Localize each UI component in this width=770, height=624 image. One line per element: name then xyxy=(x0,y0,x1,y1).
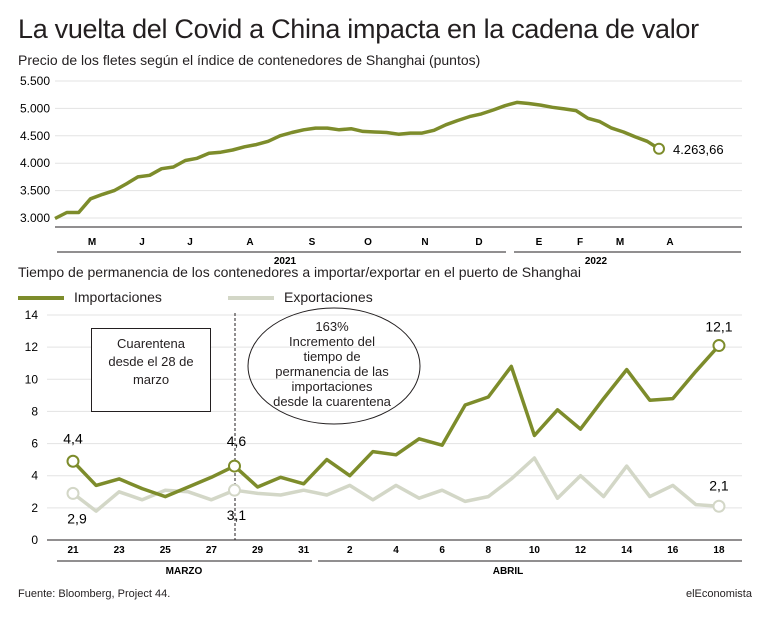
freight-y-tick-label: 4.000 xyxy=(20,156,50,170)
freight-month-label: E xyxy=(536,237,543,248)
increase-note-line-3: tiempo de xyxy=(303,349,361,364)
freight-y-tick-label: 3.000 xyxy=(20,211,50,225)
increase-note-line-4: permanencia de las xyxy=(275,364,389,379)
freight-month-label: D xyxy=(475,237,482,248)
quarantine-note: Cuarentena desde el 28 de marzo xyxy=(91,328,211,412)
dwell-x-tick-label: 2 xyxy=(347,545,353,556)
increase-note-line-2: Incremento del xyxy=(289,334,375,349)
imports-point-marker xyxy=(712,339,726,353)
dwell-y-tick-label: 4 xyxy=(31,469,38,483)
dwell-x-tick-label: 25 xyxy=(160,545,172,556)
point-value-label: 2,1 xyxy=(709,477,729,493)
freight-chart: 5.500 5.000 4.500 4.000 3.500 3.000 M J J A S O N D E F… xyxy=(20,74,742,267)
dwell-y-tick-label: 0 xyxy=(31,533,38,547)
freight-end-label: 4.263,66 xyxy=(673,142,724,157)
freight-month-label: S xyxy=(309,237,316,248)
dwell-x-tick-label: 23 xyxy=(114,545,126,556)
point-value-label: 4,6 xyxy=(227,433,247,449)
freight-month-label: O xyxy=(364,237,372,248)
freight-chart-subtitle: Precio de los fletes según el índice de … xyxy=(18,52,481,68)
year-label-2021: 2021 xyxy=(274,256,297,267)
source-note: Fuente: Bloomberg, Project 44. xyxy=(18,588,171,600)
brand-logo-text: elEconomista xyxy=(685,588,752,600)
dwell-x-tick-label: 21 xyxy=(67,545,79,556)
increase-note-line-6: desde la cuarentena xyxy=(273,394,391,409)
dwell-x-tick-label: 8 xyxy=(485,545,491,556)
exports-point-marker xyxy=(66,486,80,500)
freight-month-label: A xyxy=(246,237,253,248)
dwell-x-tick-label: 14 xyxy=(621,545,633,556)
increase-note-line-5: importaciones xyxy=(291,379,373,394)
month-label-marzo: MARZO xyxy=(166,566,203,577)
dwell-x-tick-label: 31 xyxy=(298,545,310,556)
dwell-chart: 14 12 10 8 6 4 2 0 21 23 25 27 29 31 2 4 6 8 10 12 14 16 18 MAR… xyxy=(25,307,742,577)
freight-y-tick-label: 3.500 xyxy=(20,184,50,198)
legend-label-imports: Importaciones xyxy=(74,289,162,305)
dwell-y-tick-label: 14 xyxy=(25,308,39,322)
point-value-label: 4,4 xyxy=(63,430,83,446)
dwell-x-tick-label: 16 xyxy=(667,545,679,556)
dwell-x-tick-label: 12 xyxy=(575,545,587,556)
chart-title: La vuelta del Covid a China impacta en l… xyxy=(18,14,699,44)
exports-series-line xyxy=(71,456,720,513)
dwell-y-tick-label: 12 xyxy=(25,340,39,354)
dwell-x-tick-label: 10 xyxy=(529,545,541,556)
freight-y-tick-label: 5.500 xyxy=(20,74,50,88)
imports-point-marker xyxy=(227,459,241,473)
point-value-label: 12,1 xyxy=(705,319,732,335)
freight-y-tick-label: 4.500 xyxy=(20,129,50,143)
imports-point-marker xyxy=(66,454,80,468)
quarantine-note-line-1: Cuarentena xyxy=(117,336,185,351)
dwell-x-tick-label: 18 xyxy=(713,545,725,556)
point-value-label: 2,9 xyxy=(67,510,87,526)
dwell-x-tick-label: 6 xyxy=(439,545,445,556)
legend-label-exports: Exportaciones xyxy=(284,289,373,305)
freight-month-label: M xyxy=(88,237,96,248)
exports-point-marker xyxy=(712,499,726,513)
month-label-abril: ABRIL xyxy=(493,566,524,577)
dwell-y-tick-label: 10 xyxy=(25,372,39,386)
freight-month-label: M xyxy=(616,237,624,248)
year-label-2022: 2022 xyxy=(585,256,608,267)
freight-month-label: A xyxy=(666,237,673,248)
imports-series-line xyxy=(71,344,721,499)
freight-month-label: J xyxy=(187,237,193,248)
freight-series-line xyxy=(54,100,660,221)
dwell-x-tick-label: 29 xyxy=(252,545,264,556)
legend-swatch-imports xyxy=(18,296,64,300)
quarantine-note-line-2: desde el 28 de xyxy=(108,354,194,369)
increase-note: 163% Incremento del tiempo de permanenci… xyxy=(262,319,402,409)
freight-month-label: N xyxy=(421,237,428,248)
increase-ellipse xyxy=(247,307,421,425)
increase-note-line-1: 163% xyxy=(315,319,349,334)
dwell-chart-subtitle: Tiempo de permanencia de los contenedore… xyxy=(18,264,581,280)
quarantine-note-line-3: marzo xyxy=(132,372,170,387)
exports-point-marker xyxy=(227,483,241,497)
point-value-label: 3,1 xyxy=(227,507,247,523)
dwell-y-tick-label: 8 xyxy=(31,404,38,418)
dwell-x-tick-label: 27 xyxy=(206,545,218,556)
freight-end-point xyxy=(653,142,665,155)
dwell-x-tick-label: 4 xyxy=(393,545,399,556)
dwell-y-tick-label: 6 xyxy=(31,437,38,451)
dwell-y-tick-label: 2 xyxy=(31,501,38,515)
legend-swatch-exports xyxy=(228,296,274,300)
freight-month-label: J xyxy=(139,237,145,248)
freight-month-label: F xyxy=(577,237,583,248)
freight-y-tick-label: 5.000 xyxy=(20,101,50,115)
